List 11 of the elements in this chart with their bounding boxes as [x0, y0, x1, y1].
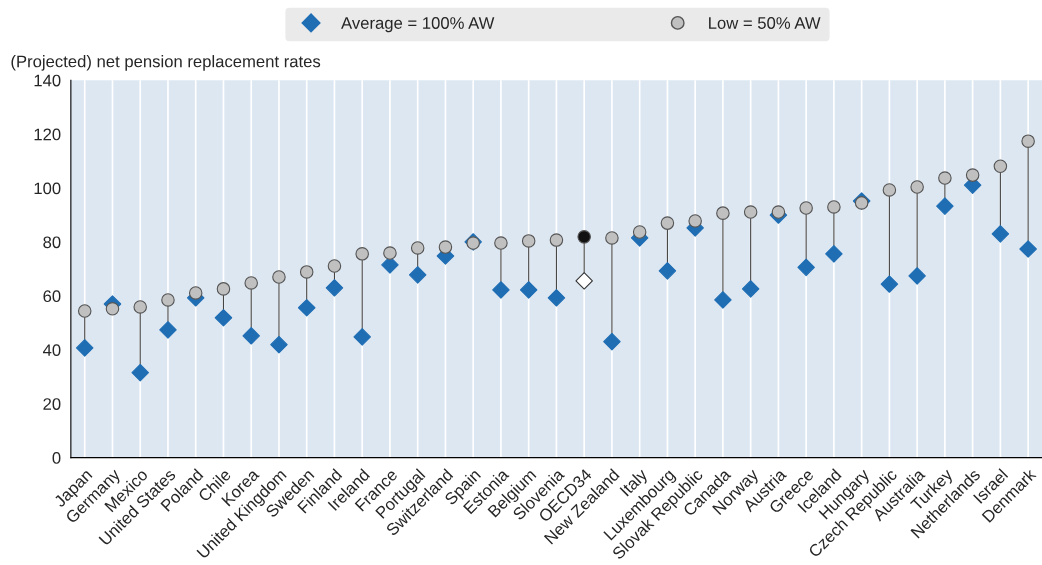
y-tick-label: 140: [34, 74, 61, 87]
legend-label: Low = 50% AW: [709, 17, 821, 29]
y-tick-label: 100: [34, 182, 61, 195]
y-tick-label: 20: [43, 398, 61, 410]
y-tick-label: 0: [52, 452, 61, 464]
y-tick-label: 40: [42, 344, 61, 357]
y-tick-label: 80: [43, 236, 61, 249]
y-tick-label: 60: [43, 290, 61, 303]
y-tick-label: 120: [34, 128, 61, 141]
legend-label: Average = 100% AW: [341, 17, 495, 33]
y-axis-title: (Projected) net pension replacement rates: [11, 55, 321, 71]
